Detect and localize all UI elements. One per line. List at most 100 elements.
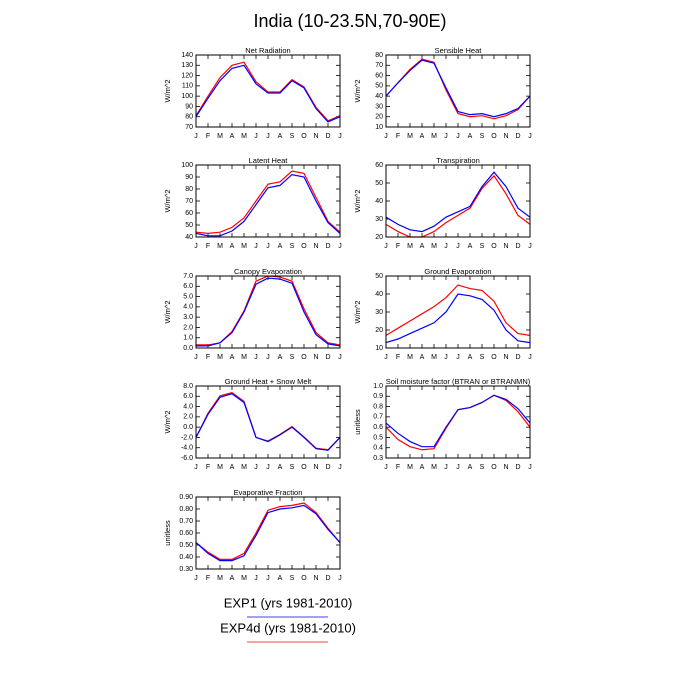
panel-title: Net Radiation xyxy=(245,46,290,55)
y-tick-label: 0.3 xyxy=(373,455,383,462)
x-tick-label: M xyxy=(407,354,413,361)
x-tick-label: N xyxy=(503,354,508,361)
x-tick-label: F xyxy=(396,354,400,361)
y-tick-label: 60 xyxy=(375,162,383,169)
x-tick-label: J xyxy=(444,354,448,361)
y-tick-label: 40 xyxy=(375,93,383,100)
y-tick-label: 140 xyxy=(181,52,193,59)
series-line xyxy=(385,293,531,344)
x-tick-label: J xyxy=(266,243,270,250)
x-tick-label: S xyxy=(480,243,485,250)
x-tick-label: J xyxy=(456,243,460,250)
y-tick-label: 6.0 xyxy=(183,283,193,290)
y-tick-label: 70 xyxy=(375,62,383,69)
x-tick-label: A xyxy=(230,133,235,140)
x-tick-label: S xyxy=(290,354,295,361)
y-tick-label: 10 xyxy=(375,345,383,352)
x-tick-label: N xyxy=(313,464,318,471)
x-tick-label: J xyxy=(338,464,342,471)
y-tick-label: 30 xyxy=(375,309,383,316)
x-tick-label: J xyxy=(194,354,198,361)
y-tick-label: 0.4 xyxy=(373,445,383,452)
x-tick-label: J xyxy=(194,575,198,582)
x-tick-label: M xyxy=(217,243,223,250)
x-tick-label: N xyxy=(313,354,318,361)
x-tick-label: J xyxy=(266,354,270,361)
x-tick-label: D xyxy=(515,243,520,250)
y-tick-label: 4.0 xyxy=(183,403,193,410)
y-tick-label: 4.0 xyxy=(183,304,193,311)
x-tick-label: J xyxy=(456,354,460,361)
x-tick-label: J xyxy=(384,133,388,140)
panel-title: Ground Heat + Snow Melt xyxy=(225,377,312,386)
y-tick-label: 7.0 xyxy=(183,273,193,280)
plot-frame xyxy=(195,496,341,570)
x-tick-label: J xyxy=(338,354,342,361)
series-line xyxy=(195,64,341,123)
y-tick-label: 2.0 xyxy=(183,324,193,331)
x-tick-label: O xyxy=(301,464,307,471)
y-tick-label: 2.0 xyxy=(183,414,193,421)
y-tick-label: 0.7 xyxy=(373,414,383,421)
panel-title: Transpiration xyxy=(436,156,480,165)
y-tick-label: 8.0 xyxy=(183,383,193,390)
x-tick-label: J xyxy=(338,575,342,582)
x-tick-label: F xyxy=(206,354,210,361)
y-tick-label: 1.0 xyxy=(183,335,193,342)
x-tick-label: O xyxy=(491,354,497,361)
x-tick-label: J xyxy=(456,133,460,140)
x-tick-label: M xyxy=(241,575,247,582)
y-tick-label: 60 xyxy=(375,72,383,79)
x-tick-label: J xyxy=(254,354,258,361)
y-tick-label: 40 xyxy=(185,234,193,241)
y-tick-label: 0.30 xyxy=(179,566,193,573)
y-tick-label: 80 xyxy=(375,52,383,59)
y-tick-label: 110 xyxy=(182,83,193,90)
x-tick-label: N xyxy=(503,133,508,140)
x-tick-label: O xyxy=(301,133,307,140)
y-tick-label: 0.50 xyxy=(179,542,193,549)
x-tick-label: A xyxy=(420,243,425,250)
x-tick-label: J xyxy=(444,133,448,140)
x-tick-label: N xyxy=(313,243,318,250)
x-tick-label: A xyxy=(468,133,473,140)
x-tick-label: D xyxy=(325,243,330,250)
x-tick-label: F xyxy=(206,464,210,471)
x-tick-label: M xyxy=(241,354,247,361)
y-tick-label: 40 xyxy=(375,291,383,298)
x-tick-label: J xyxy=(384,354,388,361)
series-line xyxy=(385,284,531,336)
y-tick-label: 70 xyxy=(185,124,193,131)
x-tick-label: A xyxy=(468,464,473,471)
y-tick-label: 20 xyxy=(375,234,383,241)
y-tick-label: 50 xyxy=(375,83,383,90)
x-tick-label: F xyxy=(396,464,400,471)
series-line xyxy=(196,275,341,346)
series-line xyxy=(196,277,341,347)
y-tick-label: 20 xyxy=(375,327,383,334)
y-axis-label: W/m^2 xyxy=(353,300,362,323)
series-line xyxy=(385,394,531,451)
x-tick-label: F xyxy=(396,133,400,140)
x-tick-label: J xyxy=(254,133,258,140)
x-tick-label: A xyxy=(278,575,283,582)
series-line xyxy=(385,171,531,233)
x-tick-label: O xyxy=(301,354,307,361)
x-tick-label: N xyxy=(503,243,508,250)
x-tick-label: O xyxy=(301,243,307,250)
y-axis-label: unitless xyxy=(353,409,362,435)
x-tick-label: S xyxy=(480,133,485,140)
x-tick-label: M xyxy=(431,354,437,361)
panel-title: Latent Heat xyxy=(249,156,289,165)
y-tick-label: 40 xyxy=(375,198,383,205)
plot-frame xyxy=(385,385,531,459)
x-tick-label: J xyxy=(338,243,342,250)
x-tick-label: J xyxy=(384,464,388,471)
legend-label: EXP4d (yrs 1981-2010) xyxy=(220,620,356,635)
x-tick-label: M xyxy=(407,133,413,140)
y-tick-label: 0.70 xyxy=(179,518,193,525)
y-tick-label: 30 xyxy=(375,103,383,110)
x-tick-label: J xyxy=(528,354,532,361)
y-tick-label: 0.0 xyxy=(183,424,193,431)
